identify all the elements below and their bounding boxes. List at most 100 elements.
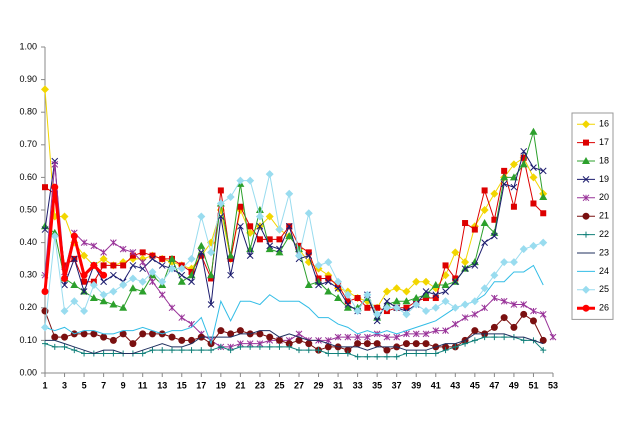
point: [236, 176, 245, 185]
legend-marker: [582, 176, 590, 183]
series-line: [45, 330, 544, 354]
y-tick-label: 0.10: [19, 335, 37, 345]
legend-marker: [583, 139, 589, 146]
point: [540, 210, 547, 217]
point: [519, 245, 528, 254]
point: [99, 297, 108, 305]
point: [481, 239, 488, 246]
point: [256, 343, 263, 350]
point: [442, 327, 449, 334]
point: [374, 353, 381, 360]
point: [70, 297, 79, 306]
point: [334, 277, 343, 286]
point: [304, 280, 313, 288]
point: [50, 232, 59, 241]
point: [178, 347, 185, 354]
point: [41, 323, 49, 332]
point: [168, 264, 176, 273]
y-tick-label: 1.00: [19, 41, 37, 51]
point: [198, 252, 205, 259]
point: [539, 238, 548, 247]
point: [208, 275, 215, 282]
series-line: [44, 310, 544, 351]
y-tick-label: 0.40: [19, 237, 37, 247]
point: [70, 255, 78, 263]
point: [324, 278, 332, 286]
point: [41, 85, 49, 94]
point: [412, 300, 421, 309]
point: [237, 343, 244, 350]
point: [275, 225, 284, 234]
x-tick-label: 33: [353, 380, 363, 390]
x-tick-label: 47: [489, 380, 499, 390]
point: [354, 353, 361, 360]
point: [373, 310, 382, 319]
x-tick-label: 21: [235, 380, 245, 390]
point: [539, 192, 548, 200]
point: [275, 248, 284, 256]
point: [471, 226, 478, 233]
point: [393, 333, 401, 341]
point: [168, 333, 176, 341]
point: [530, 200, 537, 207]
point: [422, 290, 430, 298]
point: [530, 164, 537, 171]
point: [364, 333, 371, 341]
point: [540, 347, 547, 354]
point: [149, 347, 156, 354]
point: [462, 220, 469, 227]
point: [119, 280, 128, 289]
point: [432, 350, 439, 357]
x-tick-label: 23: [255, 380, 265, 390]
point: [403, 350, 410, 357]
x-tick-label: 29: [314, 380, 324, 390]
point: [207, 301, 215, 308]
point: [481, 334, 488, 341]
point: [305, 347, 312, 354]
point: [90, 242, 98, 250]
point: [393, 353, 400, 360]
point: [197, 249, 205, 256]
legend-label: 24: [599, 266, 609, 276]
point: [315, 347, 322, 354]
point: [70, 232, 78, 240]
point: [89, 280, 98, 289]
point: [471, 262, 479, 269]
point: [246, 252, 254, 259]
point: [110, 350, 117, 357]
point: [520, 337, 527, 344]
legend-marker: [582, 194, 590, 202]
point: [109, 300, 118, 308]
point: [402, 297, 411, 305]
point: [178, 314, 186, 321]
point: [100, 350, 107, 357]
point: [81, 350, 88, 357]
point: [159, 347, 166, 354]
point: [510, 323, 518, 331]
point: [256, 222, 264, 230]
point: [334, 294, 343, 302]
series-line: [44, 150, 544, 323]
point: [187, 254, 196, 263]
point: [423, 350, 429, 357]
point: [373, 317, 381, 325]
point: [491, 216, 498, 223]
point: [178, 271, 186, 279]
point: [168, 254, 176, 262]
legend-marker: [583, 231, 589, 238]
point: [119, 303, 128, 311]
point: [100, 262, 107, 269]
point: [431, 280, 440, 288]
point: [520, 301, 528, 308]
point: [265, 212, 274, 221]
point: [471, 310, 479, 318]
point: [169, 347, 175, 354]
point: [462, 340, 469, 347]
point: [373, 340, 381, 348]
point: [481, 187, 488, 194]
point: [422, 330, 430, 338]
point: [452, 343, 459, 350]
point: [207, 248, 216, 257]
point: [80, 251, 89, 260]
point: [168, 304, 176, 312]
